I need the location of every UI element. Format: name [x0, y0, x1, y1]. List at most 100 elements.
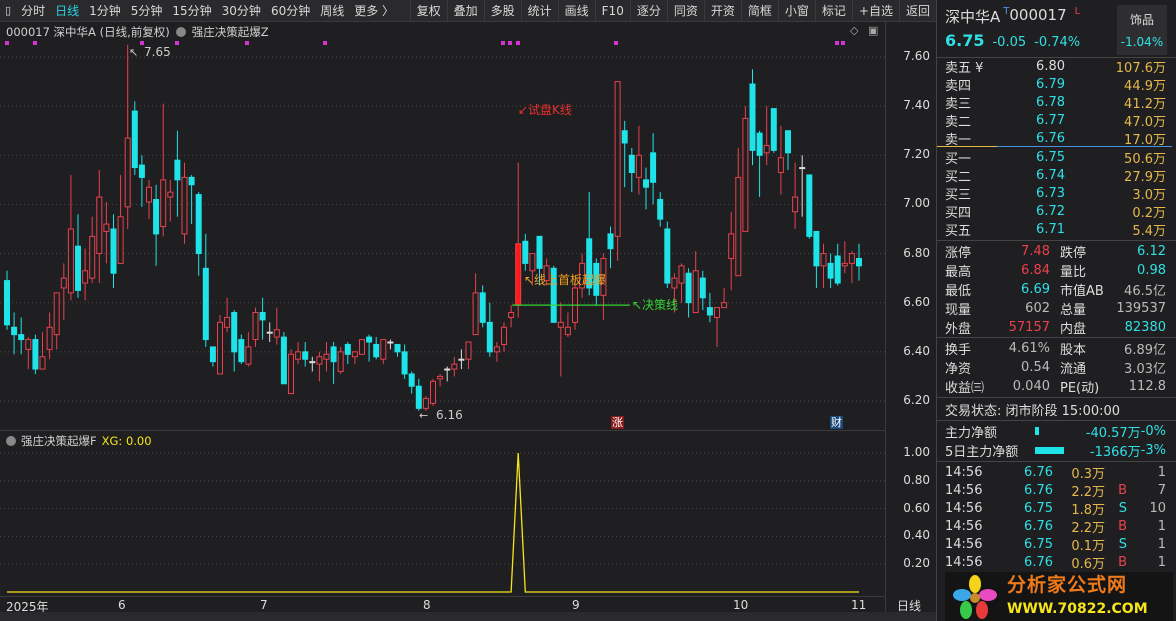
candle[interactable] — [245, 332, 252, 367]
candle[interactable] — [529, 253, 536, 286]
sector-box[interactable]: 饰品 -1.04% — [1117, 5, 1167, 55]
candle[interactable] — [536, 235, 543, 286]
candle[interactable] — [181, 162, 188, 244]
candle[interactable] — [46, 312, 53, 360]
candle[interactable] — [380, 339, 387, 365]
candle[interactable] — [32, 334, 39, 374]
toolbar-button[interactable]: 逐分 — [629, 0, 667, 22]
toolbar-button[interactable]: 同资 — [666, 0, 704, 22]
indicator-toggle-icon[interactable] — [6, 436, 16, 446]
candle[interactable] — [557, 302, 564, 377]
candle[interactable] — [628, 147, 635, 193]
candle[interactable] — [67, 174, 74, 301]
candle[interactable] — [827, 253, 834, 288]
candle[interactable] — [316, 351, 323, 382]
candle[interactable] — [18, 317, 25, 355]
candle[interactable] — [444, 366, 451, 382]
candle[interactable] — [131, 101, 138, 175]
buy-level-row[interactable]: 买四 6.72 0.2万 — [945, 202, 1166, 221]
candle[interactable] — [53, 292, 60, 350]
candle[interactable] — [60, 263, 67, 320]
period-label[interactable]: 日线 — [897, 599, 922, 613]
candle[interactable] — [188, 174, 195, 225]
candle[interactable] — [75, 214, 81, 298]
candle[interactable] — [671, 273, 678, 313]
candle[interactable] — [202, 233, 209, 347]
candle[interactable] — [749, 69, 756, 166]
candle[interactable] — [110, 214, 117, 288]
candle[interactable] — [401, 344, 408, 379]
badge-zhang[interactable]: 涨 — [611, 416, 624, 429]
candle[interactable] — [451, 356, 458, 377]
period-tab[interactable]: 5分钟 — [130, 4, 163, 18]
candle[interactable] — [678, 263, 685, 303]
candle[interactable] — [706, 292, 713, 323]
candle[interactable] — [217, 314, 223, 375]
candle[interactable] — [408, 371, 415, 394]
candle[interactable] — [586, 192, 593, 296]
indicator-name[interactable]: 强庄决策起爆Z — [191, 25, 269, 39]
candle[interactable] — [465, 341, 472, 370]
candle[interactable] — [742, 106, 749, 232]
candle[interactable] — [124, 44, 131, 229]
candle[interactable] — [280, 332, 287, 385]
candle[interactable] — [515, 162, 522, 318]
candle[interactable] — [266, 322, 273, 343]
candle[interactable] — [472, 273, 479, 336]
toolbar-button[interactable]: 复权 — [409, 0, 447, 22]
candle[interactable] — [522, 233, 529, 271]
candle[interactable] — [479, 285, 486, 328]
candle[interactable] — [309, 356, 316, 372]
candle[interactable] — [174, 130, 181, 217]
candle[interactable] — [493, 342, 500, 362]
candle[interactable] — [735, 147, 742, 277]
candle[interactable] — [714, 307, 720, 347]
toolbar-button[interactable]: 返回 — [898, 0, 936, 22]
candle[interactable] — [728, 211, 735, 291]
candle[interactable] — [777, 125, 784, 195]
candle[interactable] — [699, 270, 706, 311]
indicator-chart[interactable] — [0, 431, 885, 596]
sidebar-toggle-icon[interactable]: ▯ — [5, 4, 12, 17]
candle[interactable] — [138, 155, 145, 207]
toolbar-button[interactable]: 多股 — [483, 0, 521, 22]
candle[interactable] — [721, 287, 728, 309]
period-tab[interactable]: 60分钟 — [270, 4, 311, 18]
candle[interactable] — [82, 248, 89, 301]
indicator-toggle-icon[interactable] — [175, 27, 186, 37]
candle[interactable] — [856, 243, 862, 281]
candle[interactable] — [366, 334, 373, 362]
candle[interactable] — [387, 339, 394, 350]
period-tab[interactable]: 分时 — [21, 4, 46, 18]
sell-level-row[interactable]: 卖三 6.78 41.2万 — [945, 93, 1166, 112]
sell-level-row[interactable]: 卖四 6.79 44.9万 — [945, 75, 1166, 94]
candle[interactable] — [799, 155, 806, 217]
candle[interactable] — [103, 201, 110, 264]
candle[interactable] — [288, 349, 294, 395]
candle[interactable] — [146, 179, 152, 220]
candle[interactable] — [359, 339, 365, 355]
candle[interactable] — [167, 179, 174, 222]
candle[interactable] — [593, 258, 600, 306]
candle[interactable] — [224, 297, 231, 333]
candle[interactable] — [763, 106, 770, 166]
candlestick-chart[interactable]: ↖决策线 ↖线上首板起爆 ↙试盘K线 ↖ 7.65 ← 6.16 — [0, 40, 885, 430]
diamond-icon[interactable]: ◇ — [850, 24, 859, 37]
candle[interactable] — [422, 396, 429, 411]
candle[interactable] — [650, 133, 657, 205]
buy-level-row[interactable]: 买一 6.75 50.6万 — [945, 148, 1166, 167]
candle[interactable] — [607, 226, 614, 269]
candle[interactable] — [657, 192, 664, 227]
candle[interactable] — [834, 243, 841, 286]
sell-level-row[interactable]: 卖一 6.76 17.0万 — [945, 129, 1166, 148]
candle[interactable] — [252, 307, 259, 347]
candle[interactable] — [160, 103, 167, 237]
candle[interactable] — [792, 162, 799, 229]
candle[interactable] — [564, 312, 571, 338]
candle[interactable] — [685, 268, 692, 318]
candle[interactable] — [785, 130, 791, 171]
candle[interactable] — [295, 342, 302, 365]
toolbar-button[interactable]: 标记 — [814, 0, 852, 22]
candle[interactable] — [273, 307, 280, 345]
toolbar-button[interactable]: 开资 — [703, 0, 741, 22]
